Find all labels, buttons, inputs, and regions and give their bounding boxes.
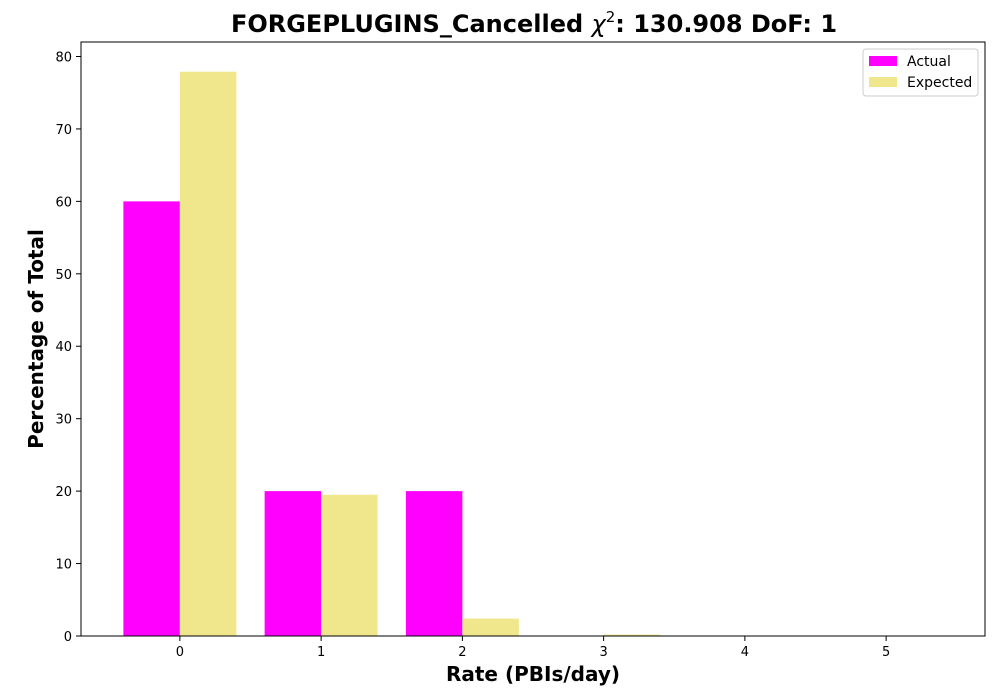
y-tick-label: 10 (55, 558, 72, 573)
bar-actual-1 (265, 491, 322, 636)
y-tick-label: 60 (55, 195, 72, 210)
legend-swatch-actual (869, 56, 897, 66)
x-tick-label: 4 (741, 645, 749, 660)
y-tick-label: 40 (55, 340, 72, 355)
y-tick-label: 50 (55, 268, 72, 283)
x-tick-label: 3 (599, 645, 607, 660)
y-tick-label: 0 (64, 630, 72, 645)
y-tick-label: 30 (55, 413, 72, 428)
bar-expected-1 (321, 495, 378, 636)
x-tick-label: 1 (317, 645, 325, 660)
chart-title: FORGEPLUGINS_Cancelled χ2: 130.908 DoF: … (231, 8, 837, 38)
y-axis-label: Percentage of Total (24, 229, 48, 449)
bar-expected-2 (462, 619, 519, 636)
bars-group (123, 72, 660, 636)
x-axis-label: Rate (PBIs/day) (446, 662, 620, 686)
x-tick-label: 2 (458, 645, 466, 660)
y-tick-label: 20 (55, 485, 72, 500)
legend-label-actual: Actual (907, 54, 951, 70)
legend-label-expected: Expected (907, 75, 972, 91)
legend: Actual Expected (863, 49, 978, 96)
title-superscript: 2 (606, 8, 616, 26)
y-tick-label: 70 (55, 123, 72, 138)
legend-swatch-expected (869, 77, 897, 87)
title-main: FORGEPLUGINS_Cancelled (231, 10, 592, 38)
bar-actual-2 (406, 491, 463, 636)
title-tail: : 130.908 DoF: 1 (615, 10, 837, 38)
title-chi-symbol: χ (590, 10, 607, 38)
y-axis-ticks: 0 10 20 30 40 50 60 70 80 (55, 50, 81, 645)
bar-expected-0 (180, 72, 237, 636)
x-tick-label: 5 (882, 645, 890, 660)
x-axis-ticks: 0 1 2 3 4 5 (176, 636, 891, 660)
y-tick-label: 80 (55, 50, 72, 65)
bar-actual-0 (123, 201, 180, 636)
x-tick-label: 0 (176, 645, 184, 660)
